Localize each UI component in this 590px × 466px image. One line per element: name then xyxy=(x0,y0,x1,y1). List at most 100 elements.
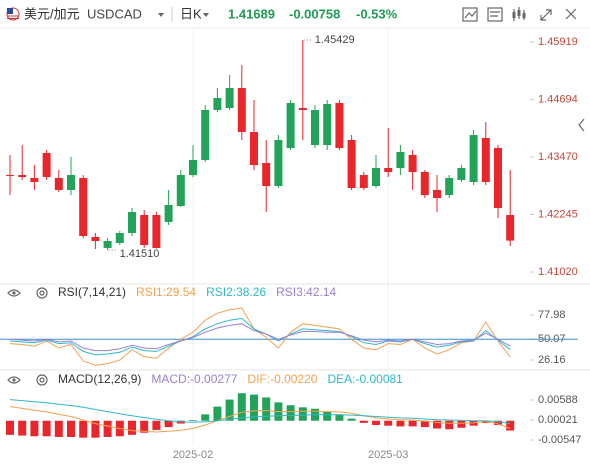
histogram-bar xyxy=(237,393,246,421)
tool-icon[interactable] xyxy=(512,7,526,21)
indicator-line xyxy=(9,307,511,366)
y-tick-label: 1.45919 xyxy=(538,36,578,48)
histogram-bar xyxy=(103,420,112,437)
y-tick-label: 77.98 xyxy=(538,309,566,321)
candle-body xyxy=(79,178,88,237)
histogram-bar xyxy=(79,420,88,438)
candle-body xyxy=(408,155,417,173)
candle-body xyxy=(115,233,124,244)
indicator-title: RSI(7,14,21) xyxy=(58,285,126,299)
histogram-bar xyxy=(396,420,405,427)
histogram-bar xyxy=(91,420,100,438)
candle-body xyxy=(103,240,112,248)
change: -0.00758 xyxy=(289,6,340,21)
symbol[interactable]: USDCAD xyxy=(87,6,142,21)
candle-body xyxy=(128,212,136,234)
histogram-bar xyxy=(506,420,515,431)
candle-body xyxy=(176,175,185,207)
histogram-bar xyxy=(213,406,222,421)
histogram-bar xyxy=(372,420,380,425)
tool-icon[interactable] xyxy=(487,7,503,22)
histogram-bar xyxy=(420,420,429,428)
eye-icon[interactable] xyxy=(7,289,21,297)
candle-body xyxy=(384,168,393,173)
histogram-bar xyxy=(347,418,356,421)
dropdown-arrow[interactable] xyxy=(158,13,164,17)
candle-body xyxy=(445,178,454,196)
collapse-button[interactable] xyxy=(578,118,585,132)
legend-entry: RSI2:38.26 xyxy=(206,285,266,299)
indicator-line xyxy=(9,406,511,433)
low-label: 1.41510 xyxy=(120,248,160,260)
candle-body xyxy=(237,88,246,133)
histogram-bar xyxy=(359,420,368,423)
candle-body xyxy=(6,175,14,177)
candle-body xyxy=(396,152,405,169)
candle-body xyxy=(311,109,319,146)
histogram-bar xyxy=(128,420,136,435)
histogram-bar xyxy=(250,394,258,421)
period[interactable]: 日K xyxy=(180,6,202,21)
candle-body xyxy=(274,139,283,187)
histogram-bar xyxy=(335,414,344,421)
histogram-bar xyxy=(67,420,75,437)
histogram-bar xyxy=(481,420,490,423)
legend-entry: DEA:-0.00081 xyxy=(327,372,403,386)
histogram-bar xyxy=(457,420,466,428)
candle-body xyxy=(347,139,356,189)
histogram-bar xyxy=(6,420,14,435)
candle-body xyxy=(140,215,149,245)
indicator-title: MACD(12,26,9) xyxy=(58,372,141,386)
candle-body xyxy=(433,189,441,199)
candle-body xyxy=(481,138,490,183)
histogram-bar xyxy=(225,399,234,421)
histogram-bar xyxy=(42,420,51,437)
candle-body xyxy=(54,178,63,190)
indicator-line xyxy=(9,323,511,352)
dropdown-arrow[interactable] xyxy=(203,13,209,17)
histogram-bar xyxy=(384,420,393,426)
candle-body xyxy=(201,109,210,160)
candle-body xyxy=(164,205,173,223)
candle-body xyxy=(189,159,197,176)
candle-body xyxy=(323,104,332,146)
pair-name[interactable]: 美元/加元 xyxy=(24,6,80,21)
change-pct: -0.53% xyxy=(356,6,398,21)
histogram-bar xyxy=(201,414,210,421)
candle-body xyxy=(494,148,502,209)
y-tick-label: 1.44694 xyxy=(538,93,578,105)
y-tick-label: 26.16 xyxy=(538,354,566,366)
panel-icons xyxy=(7,287,48,386)
gear-icon[interactable] xyxy=(36,374,48,386)
histogram-bar xyxy=(164,420,173,428)
histogram-bar xyxy=(189,420,197,421)
y-tick-label: 0.00588 xyxy=(538,394,578,406)
flag xyxy=(6,7,20,21)
tool-icon[interactable] xyxy=(540,9,552,21)
candle-body xyxy=(18,175,27,177)
candle-body xyxy=(225,88,234,109)
histogram-bar xyxy=(286,405,295,421)
tool-icon[interactable] xyxy=(462,7,478,22)
tool-icon[interactable] xyxy=(565,8,577,20)
indicator-line xyxy=(9,399,511,425)
candle-body xyxy=(372,168,380,187)
histogram-bar xyxy=(408,420,417,427)
histogram-bar xyxy=(140,420,149,433)
candle-body xyxy=(335,103,344,149)
histogram-bar xyxy=(18,420,27,436)
eye-icon[interactable] xyxy=(7,376,21,384)
histogram-bar xyxy=(433,420,441,429)
y-tick-label: 1.43470 xyxy=(538,151,578,163)
histogram-bar xyxy=(298,407,307,421)
gear-icon[interactable] xyxy=(36,287,48,299)
histogram-bar xyxy=(152,420,161,430)
x-tick-label: 2025-02 xyxy=(173,449,213,461)
indicator-line xyxy=(9,317,511,356)
histogram-bar xyxy=(262,397,271,421)
candle-body xyxy=(298,108,307,110)
y-tick-label: -0.00547 xyxy=(538,434,581,446)
